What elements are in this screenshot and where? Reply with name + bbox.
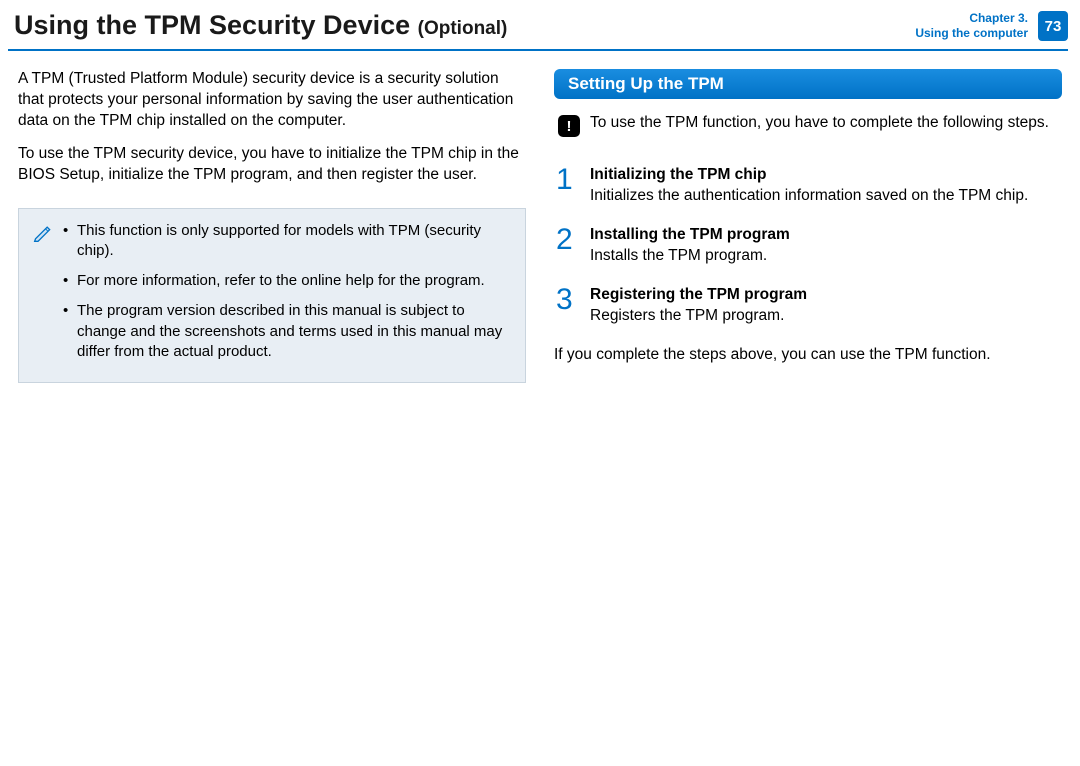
chapter-line1: Chapter 3. — [915, 11, 1028, 26]
page-title: Using the TPM Security Device (Optional) — [14, 10, 507, 41]
step-item: 3 Registering the TPM program Registers … — [554, 285, 1062, 327]
step-number: 2 — [556, 225, 576, 267]
note-item: For more information, refer to the onlin… — [63, 271, 511, 291]
note-item: The program version described in this ma… — [63, 301, 511, 362]
step-title: Installing the TPM program — [590, 226, 790, 243]
step-desc: Registers the TPM program. — [590, 307, 784, 324]
intro-paragraph-2: To use the TPM security device, you have… — [18, 144, 526, 186]
step-desc: Initializes the authentication informati… — [590, 187, 1028, 204]
step-body: Initializing the TPM chip Initializes th… — [590, 165, 1028, 207]
alert-icon: ! — [558, 115, 580, 137]
content-columns: A TPM (Trusted Platform Module) security… — [0, 51, 1080, 383]
step-item: 2 Installing the TPM program Installs th… — [554, 225, 1062, 267]
step-title: Initializing the TPM chip — [590, 166, 767, 183]
note-box: This function is only supported for mode… — [18, 208, 526, 384]
step-number: 3 — [556, 285, 576, 327]
note-icon — [33, 223, 53, 248]
chapter-text: Chapter 3. Using the computer — [915, 11, 1028, 41]
page-number-badge: 73 — [1038, 11, 1068, 41]
step-desc: Installs the TPM program. — [590, 247, 767, 264]
step-number: 1 — [556, 165, 576, 207]
left-column: A TPM (Trusted Platform Module) security… — [18, 69, 526, 383]
step-body: Registering the TPM program Registers th… — [590, 285, 807, 327]
chapter-line2: Using the computer — [915, 26, 1028, 41]
section-header: Setting Up the TPM — [554, 69, 1062, 99]
step-title: Registering the TPM program — [590, 286, 807, 303]
closing-paragraph: If you complete the steps above, you can… — [554, 345, 1062, 366]
title-suffix: (Optional) — [418, 18, 508, 39]
right-column: Setting Up the TPM ! To use the TPM func… — [554, 69, 1062, 383]
alert-row: ! To use the TPM function, you have to c… — [554, 113, 1062, 137]
note-item: This function is only supported for mode… — [63, 221, 511, 262]
page-header: Using the TPM Security Device (Optional)… — [0, 0, 1080, 49]
intro-paragraph-1: A TPM (Trusted Platform Module) security… — [18, 69, 526, 132]
step-body: Installing the TPM program Installs the … — [590, 225, 790, 267]
step-item: 1 Initializing the TPM chip Initializes … — [554, 165, 1062, 207]
alert-text: To use the TPM function, you have to com… — [590, 113, 1049, 134]
chapter-block: Chapter 3. Using the computer 73 — [915, 11, 1068, 41]
title-main: Using the TPM Security Device — [14, 10, 410, 40]
note-list: This function is only supported for mode… — [63, 221, 511, 373]
